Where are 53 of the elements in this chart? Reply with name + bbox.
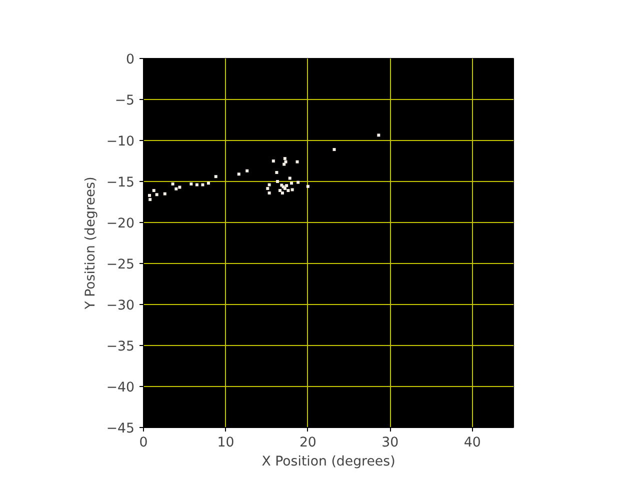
y-tick-label: −40 (106, 380, 135, 396)
y-tick-label: −30 (106, 298, 135, 314)
point (148, 194, 151, 197)
point (195, 183, 198, 186)
point (290, 182, 293, 185)
point (284, 160, 288, 164)
y-axis-title: Y Position (degrees) (83, 176, 98, 310)
point (148, 198, 152, 202)
y-tick-label: −35 (106, 340, 135, 354)
point (214, 175, 218, 178)
point (266, 186, 270, 190)
point (276, 180, 280, 183)
x-tick-label: 20 (299, 436, 316, 450)
x-tick-label: 30 (382, 436, 399, 450)
point (272, 160, 275, 162)
point (377, 134, 380, 137)
point (280, 191, 284, 194)
point (201, 183, 204, 186)
point (290, 188, 294, 192)
point (178, 186, 182, 189)
point (283, 157, 286, 160)
x-tick-label: 0 (139, 436, 148, 450)
point (282, 162, 286, 166)
x-tick-label: 40 (464, 436, 481, 450)
point (171, 182, 174, 186)
point (288, 176, 292, 180)
point (152, 189, 156, 192)
point (285, 184, 288, 188)
point (237, 172, 240, 176)
point (332, 148, 336, 152)
point (296, 160, 299, 164)
point (190, 182, 193, 186)
point (174, 187, 178, 190)
point (246, 169, 249, 172)
y-tick-label: −5 (114, 94, 135, 108)
point (206, 182, 210, 185)
x-axis-title: X Position (degrees) (262, 454, 396, 470)
x-tick-label: 10 (217, 436, 234, 450)
y-tick-label: −25 (106, 258, 135, 272)
point (155, 193, 158, 196)
y-tick-label: 0 (126, 52, 135, 68)
point (163, 192, 166, 196)
point (306, 184, 310, 188)
y-tick-label: −10 (106, 134, 135, 150)
y-tick-label: −15 (106, 176, 135, 190)
point (275, 170, 278, 174)
y-tick-label: −45 (106, 422, 135, 436)
point (296, 180, 300, 184)
point (286, 189, 290, 192)
y-tick-label: −20 (106, 216, 135, 232)
point (278, 189, 282, 192)
point (268, 183, 271, 186)
point (268, 191, 271, 194)
